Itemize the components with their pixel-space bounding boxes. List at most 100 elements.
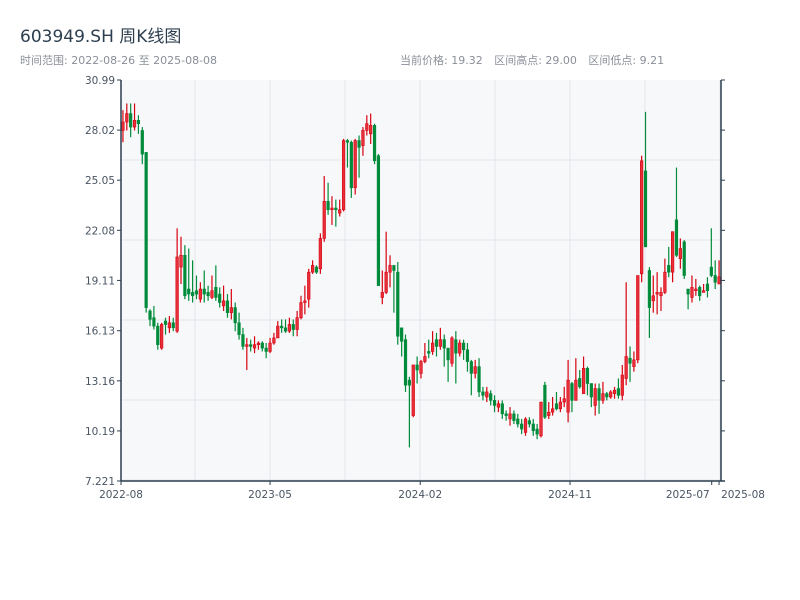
candle-body xyxy=(136,120,141,124)
candle-body xyxy=(492,400,497,406)
candle xyxy=(283,319,288,333)
candle-body xyxy=(357,140,361,148)
candle xyxy=(407,376,411,448)
candle xyxy=(554,391,559,411)
candle-body xyxy=(500,403,504,415)
candle xyxy=(473,359,477,379)
candle xyxy=(272,332,276,345)
current-price: 当前价格: 19.32 xyxy=(400,54,483,67)
candle xyxy=(500,400,504,419)
candle xyxy=(252,336,257,354)
candles xyxy=(121,103,721,448)
candle-body xyxy=(311,265,315,273)
candle xyxy=(411,364,415,418)
candle-body xyxy=(705,283,710,292)
candle xyxy=(233,302,237,332)
candle xyxy=(461,339,466,360)
candle-body xyxy=(179,254,183,268)
candle xyxy=(338,199,342,217)
y-tick-label: 16.13 xyxy=(85,326,115,338)
candle xyxy=(423,343,427,364)
candle xyxy=(698,285,702,301)
candle-body xyxy=(225,300,230,313)
y-tick-label: 10.19 xyxy=(85,426,115,438)
candle-body xyxy=(616,388,621,396)
candle-body xyxy=(659,292,663,297)
candle xyxy=(562,386,566,408)
candle-body xyxy=(299,302,303,319)
candle-body xyxy=(585,368,590,384)
candle-body xyxy=(427,351,431,354)
candle-body xyxy=(411,364,415,416)
candle-body xyxy=(481,391,485,396)
candle-body xyxy=(438,339,442,347)
candle-body xyxy=(636,275,640,361)
candle xyxy=(585,366,590,396)
candle-body xyxy=(554,403,559,410)
candle-body xyxy=(276,325,280,339)
candle xyxy=(214,265,218,301)
candle-body xyxy=(477,366,481,393)
candle xyxy=(249,339,253,352)
candle-body xyxy=(570,383,574,401)
candle xyxy=(547,402,551,419)
candle xyxy=(322,175,326,242)
candle-body xyxy=(589,383,593,398)
date-range-label: 时间范围: 2022-08-26 至 2025-08-08 xyxy=(20,54,218,67)
candle xyxy=(520,418,524,435)
candle-body xyxy=(527,420,531,425)
candle-body xyxy=(249,344,253,347)
candle-body xyxy=(632,359,636,367)
candle xyxy=(434,332,439,357)
candle-body xyxy=(450,337,454,364)
candle-body xyxy=(125,113,129,123)
candle xyxy=(129,103,133,138)
candle xyxy=(167,316,171,333)
candle xyxy=(187,248,191,301)
candle-body xyxy=(388,265,392,273)
axes: 30.99 28.02 25.05 22.08 19.11 16.13 13.16 10.19… xyxy=(85,75,765,501)
candle-body xyxy=(140,130,144,155)
candle xyxy=(643,111,648,248)
candle xyxy=(260,341,264,352)
candle xyxy=(609,390,613,399)
candle xyxy=(264,343,268,359)
candle xyxy=(198,282,202,303)
candle-body xyxy=(640,160,644,275)
candle xyxy=(229,289,233,320)
candle-body xyxy=(160,324,164,349)
candle-body xyxy=(338,209,342,214)
candle xyxy=(492,395,497,413)
candle xyxy=(481,386,485,401)
candle-body xyxy=(349,141,353,189)
candle xyxy=(682,240,686,279)
candle-body xyxy=(218,293,222,303)
candle-body xyxy=(643,170,648,248)
candle-body xyxy=(167,322,171,329)
candle xyxy=(314,265,319,274)
candle-body xyxy=(485,391,489,398)
candle xyxy=(307,268,311,308)
candle xyxy=(659,287,663,311)
candle-body xyxy=(341,140,346,211)
candle xyxy=(237,312,241,340)
candle xyxy=(349,140,353,198)
candle-body xyxy=(508,413,512,420)
candle xyxy=(450,336,454,367)
candle-body xyxy=(129,113,133,128)
candle xyxy=(415,356,419,384)
candle-body xyxy=(307,271,311,300)
candle-body xyxy=(516,418,520,425)
candle xyxy=(516,413,520,428)
candle xyxy=(612,386,617,399)
candle xyxy=(701,283,706,293)
candle xyxy=(256,341,261,350)
price-summary: 当前价格: 19.32 区间高点: 29.00 区间低点: 9.21 xyxy=(400,52,672,68)
candle-body xyxy=(647,270,651,308)
candle xyxy=(152,305,156,330)
candle xyxy=(268,337,272,354)
candle-body xyxy=(163,320,168,325)
candle xyxy=(605,391,609,401)
candle xyxy=(465,343,470,372)
candle xyxy=(396,262,400,345)
